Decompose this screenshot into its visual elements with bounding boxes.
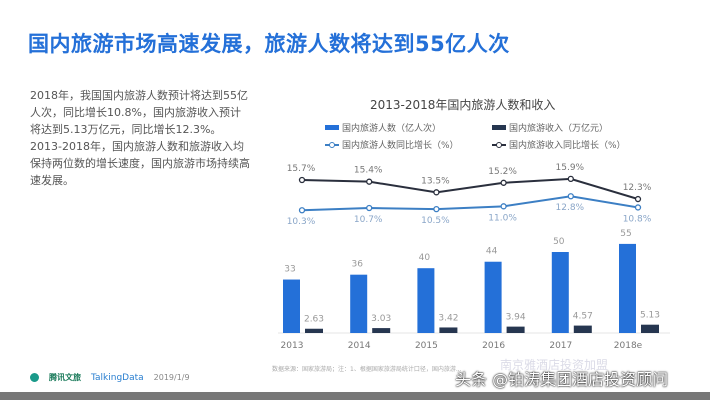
data-source: 数据来源：国家旅游局；注：1、根据国家旅游局统计口径，国内旅游... — [272, 366, 462, 373]
bar-label-revenue: 3.94 — [506, 313, 526, 323]
line-point — [298, 207, 306, 214]
line-label: 10.7% — [354, 215, 383, 225]
line-visitors-growth — [301, 195, 639, 212]
page-title: 国内旅游市场高速发展，旅游人数将达到55亿人次 — [28, 32, 510, 56]
line-point — [500, 179, 507, 186]
legend-revenue-growth: 国内旅游收入同比增长（%） — [492, 138, 626, 151]
bar-label-revenue: 3.42 — [438, 313, 458, 323]
line-label: 15.9% — [556, 163, 585, 173]
chart-title: 2013-2018年国内旅游人数和收入 — [370, 98, 556, 112]
line-revenue-growth — [301, 177, 639, 200]
line-point — [366, 178, 373, 185]
x-tick-label: 2018e — [614, 341, 643, 351]
line-point — [567, 193, 574, 200]
line-point — [634, 195, 642, 203]
line-point — [298, 176, 306, 184]
line-point — [433, 205, 440, 213]
bar-label-visitors: 50 — [553, 237, 565, 247]
line-point — [366, 204, 373, 212]
bar-label-visitors: 44 — [486, 247, 498, 257]
date: 2019/1/9 — [153, 373, 190, 382]
line-label: 10.3% — [287, 217, 316, 227]
line-label: 12.8% — [556, 203, 585, 213]
bar-visitors — [283, 279, 300, 333]
bar-label-visitors: 33 — [284, 265, 295, 275]
tencent-logo-icon — [30, 373, 39, 382]
line-label: 10.8% — [623, 214, 652, 224]
line-label: 11.0% — [488, 213, 517, 223]
legend-visitors: 国内旅游人数（亿人次） — [325, 121, 441, 134]
description: 2018年，我国国内旅游人数预计将达到55亿人次，同比增长10.8%，国内旅游收… — [30, 89, 250, 187]
line-point — [567, 175, 574, 183]
x-tick-label: 2015 — [415, 341, 438, 351]
bar-revenue — [506, 326, 525, 333]
line-label: 12.3% — [623, 183, 652, 193]
x-tick-label: 2017 — [549, 341, 572, 351]
bar-label-visitors: 55 — [620, 229, 631, 239]
bar-label-visitors: 40 — [419, 253, 431, 263]
legend-revenue: 国内旅游收入（万亿元） — [492, 121, 608, 134]
x-tick-label: 2016 — [482, 341, 505, 351]
line-point — [433, 189, 440, 196]
line-label: 13.5% — [421, 176, 450, 186]
watermark-faint: 南京雅酒店投资加盟 — [500, 358, 609, 372]
x-tick-label: 2014 — [348, 341, 371, 351]
bottom-bar — [0, 392, 710, 400]
line-label: 10.5% — [421, 216, 450, 226]
bar-label-revenue: 2.63 — [304, 315, 324, 325]
line-label: 15.7% — [287, 164, 316, 174]
line-point — [500, 203, 507, 210]
line-label: 15.4% — [354, 166, 383, 176]
line-label: 15.2% — [488, 167, 517, 177]
bar-visitors — [484, 261, 502, 333]
x-tick-label: 2013 — [281, 341, 304, 351]
bar-label-revenue: 4.57 — [573, 312, 593, 322]
bar-visitors — [619, 243, 636, 333]
legend-visitors-growth: 国内旅游人数同比增长（%） — [325, 138, 459, 151]
bar-visitors — [551, 252, 569, 333]
bar-label-visitors: 36 — [351, 260, 363, 270]
bar-revenue — [305, 328, 323, 333]
watermark: 头条 @铂涛集团酒店投资顾问 — [455, 370, 669, 389]
bar-revenue — [641, 324, 659, 333]
bar-label-revenue: 5.13 — [640, 311, 660, 321]
footer: 腾讯文旅 TalkingData 2019/1/9 — [30, 372, 190, 383]
line-point — [634, 204, 642, 211]
bar-revenue — [573, 325, 592, 333]
brand-tencent: 腾讯文旅 — [49, 373, 81, 382]
bar-label-revenue: 3.03 — [371, 314, 391, 324]
brand-talkingdata: TalkingData — [91, 372, 144, 383]
bar-visitors — [350, 274, 368, 333]
bar-revenue — [372, 328, 391, 333]
bar-visitors — [417, 268, 435, 333]
bar-revenue — [439, 327, 458, 333]
